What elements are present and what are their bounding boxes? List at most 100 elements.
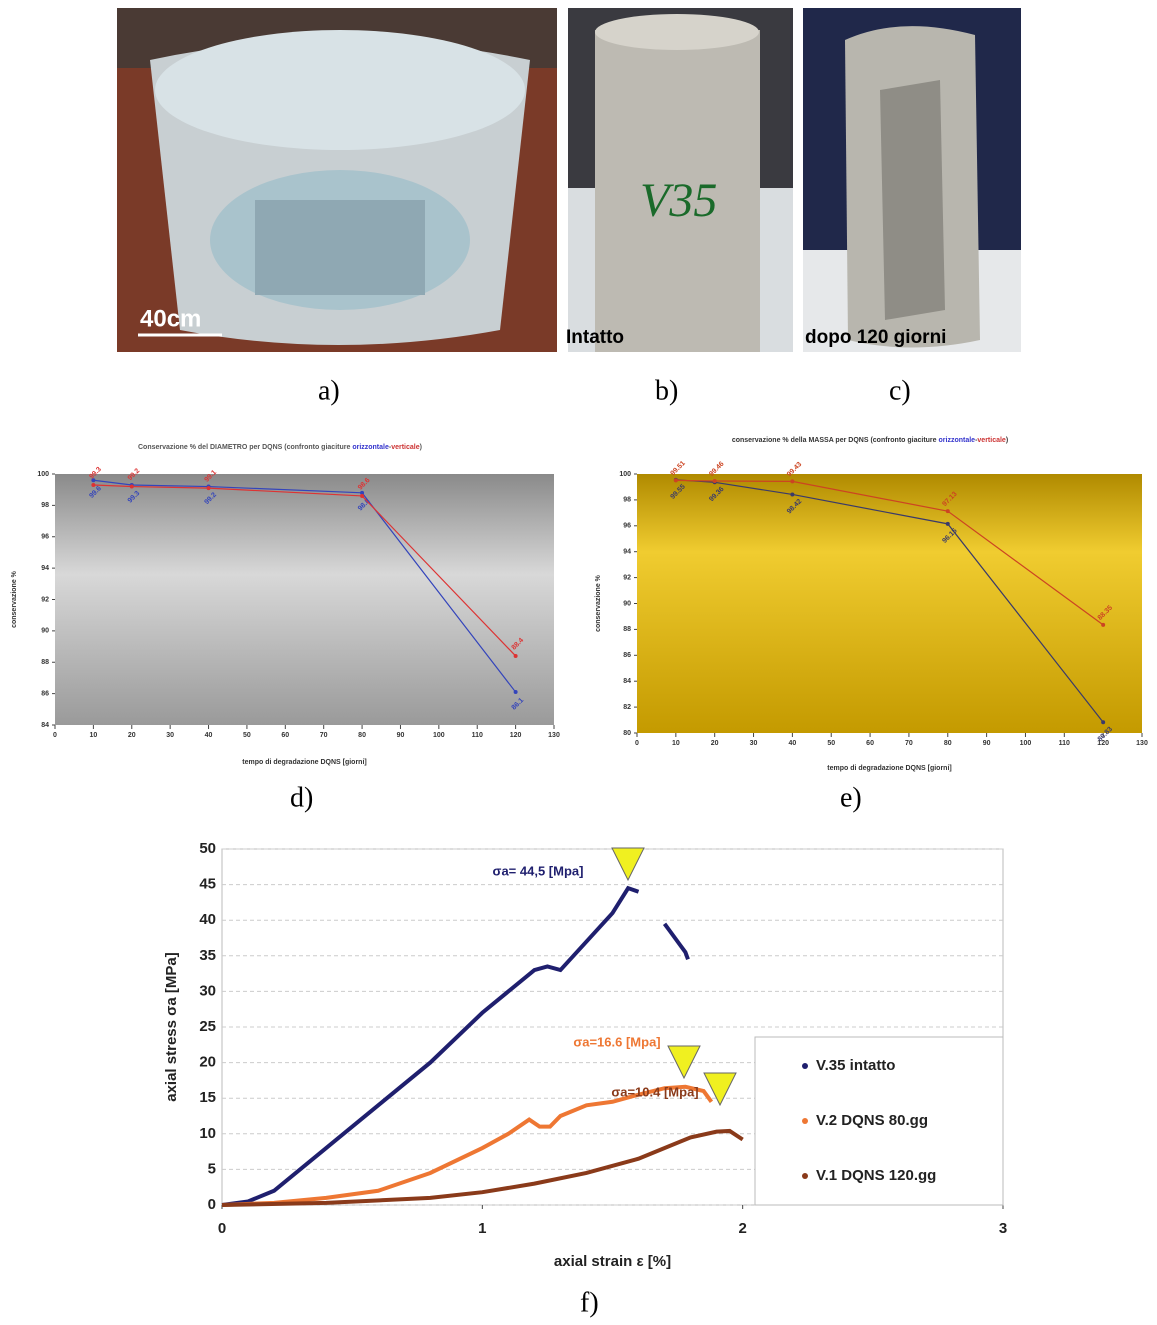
- y-tick-label: 86: [623, 652, 631, 659]
- title-part: orizzontale: [939, 437, 976, 444]
- title-part: ): [420, 444, 422, 451]
- x-tick-label: 30: [166, 732, 174, 739]
- panel-label: e): [840, 782, 862, 813]
- chart-title: conservazione % della MASSA per DQNS (co…: [732, 437, 1008, 444]
- y-tick-label: 15: [199, 1089, 216, 1106]
- y-tick-label: 88: [623, 626, 631, 633]
- y-axis-label: axial stress σa [MPa]: [163, 952, 180, 1102]
- y-tick-label: 92: [41, 596, 49, 603]
- x-tick-label: 110: [1059, 740, 1070, 747]
- x-tick-label: 70: [320, 732, 328, 739]
- plot-area: [55, 474, 554, 725]
- y-tick-label: 98: [623, 497, 631, 504]
- y-tick-label: 96: [41, 534, 49, 541]
- y-tick-label: 90: [41, 628, 49, 635]
- y-tick-label: 40: [199, 911, 216, 928]
- x-tick-label: 20: [711, 740, 719, 747]
- x-axis-label: axial strain ε [%]: [554, 1253, 671, 1270]
- y-tick-label: 5: [208, 1160, 216, 1177]
- title-part: conservazione % della MASSA per DQNS (co…: [732, 437, 939, 444]
- x-tick-label: 80: [358, 732, 366, 739]
- y-tick-label: 0: [208, 1196, 216, 1213]
- legend-label: V.35 intatto: [816, 1057, 895, 1074]
- y-tick-label: 82: [623, 704, 631, 711]
- x-tick-label: 2: [738, 1220, 746, 1237]
- y-tick-label: 94: [623, 549, 631, 556]
- degraded-label: dopo 120 giorni: [805, 327, 946, 348]
- y-tick-label: 35: [199, 947, 216, 964]
- figure: 40cm V35 Intatto dopo 120 giorni a) b) c…: [0, 0, 1157, 1320]
- y-tick-label: 96: [623, 523, 631, 530]
- y-tick-label: 92: [623, 574, 631, 581]
- chart-title: Conservazione % del DIAMETRO per DQNS (c…: [138, 444, 422, 451]
- photo-intact: V35 Intatto: [566, 8, 793, 352]
- panel-label: f): [580, 1287, 599, 1318]
- y-tick-label: 84: [623, 678, 631, 685]
- x-tick-label: 40: [788, 740, 796, 747]
- title-part: orizzontale: [352, 444, 389, 451]
- x-tick-label: 130: [548, 732, 560, 739]
- x-tick-label: 70: [905, 740, 913, 747]
- x-tick-label: 90: [397, 732, 405, 739]
- y-tick-label: 20: [199, 1054, 216, 1071]
- x-tick-label: 80: [944, 740, 952, 747]
- x-tick-label: 0: [53, 732, 57, 739]
- y-tick-label: 100: [619, 471, 631, 478]
- x-axis-label: tempo di degradazione DQNS [giorni]: [242, 759, 366, 766]
- specimen-mark: V35: [640, 174, 717, 227]
- x-tick-label: 3: [999, 1220, 1007, 1237]
- title-part: Conservazione % del DIAMETRO per DQNS (c…: [138, 444, 352, 451]
- intact-label: Intatto: [566, 327, 624, 348]
- title-part: verticale: [977, 437, 1006, 444]
- legend-label: V.1 DQNS 120.gg: [816, 1167, 936, 1184]
- y-axis-label: conservazione %: [11, 570, 18, 628]
- title-part: ): [1006, 437, 1008, 444]
- x-tick-label: 40: [205, 732, 213, 739]
- page: {"photos": {"scale_label": "40cm", "spec…: [0, 0, 1157, 1320]
- y-tick-label: 90: [623, 600, 631, 607]
- x-axis-label: tempo di degradazione DQNS [giorni]: [827, 765, 951, 772]
- y-tick-label: 86: [41, 690, 49, 697]
- x-tick-label: 100: [1020, 740, 1032, 747]
- y-tick-label: 25: [199, 1018, 216, 1035]
- panel-label: d): [290, 782, 313, 813]
- x-tick-label: 60: [866, 740, 874, 747]
- photo-tank: 40cm: [117, 8, 557, 352]
- y-tick-label: 10: [199, 1125, 216, 1142]
- x-tick-label: 20: [128, 732, 136, 739]
- x-tick-label: 1: [478, 1220, 486, 1237]
- y-tick-label: 30: [199, 982, 216, 999]
- x-tick-label: 0: [218, 1220, 226, 1237]
- x-tick-label: 60: [281, 732, 289, 739]
- panel-label: a): [318, 375, 340, 406]
- y-tick-label: 80: [623, 730, 631, 737]
- x-tick-label: 30: [750, 740, 758, 747]
- title-part: verticale: [391, 444, 420, 451]
- x-tick-label: 90: [983, 740, 991, 747]
- legend-marker: [802, 1063, 808, 1069]
- y-tick-label: 88: [41, 659, 49, 666]
- photo-degraded: dopo 120 giorni: [803, 8, 1021, 352]
- legend-marker: [802, 1173, 808, 1179]
- x-tick-label: 10: [89, 732, 97, 739]
- scale-label: 40cm: [140, 305, 201, 332]
- panel-label: c): [889, 375, 911, 406]
- annotation: σa=16.6 [Mpa]: [573, 1034, 660, 1049]
- x-tick-label: 100: [433, 732, 445, 739]
- x-tick-label: 0: [635, 740, 639, 747]
- y-tick-label: 98: [41, 502, 49, 509]
- x-tick-label: 110: [472, 732, 483, 739]
- y-axis-label: conservazione %: [595, 574, 602, 632]
- y-tick-label: 84: [41, 722, 49, 729]
- x-tick-label: 130: [1136, 740, 1148, 747]
- y-tick-label: 45: [199, 876, 216, 893]
- annotation: σa= 44,5 [Mpa]: [493, 863, 584, 878]
- x-tick-label: 120: [510, 732, 522, 739]
- x-tick-label: 50: [827, 740, 835, 747]
- y-tick-label: 50: [199, 840, 216, 857]
- y-tick-label: 94: [41, 565, 49, 572]
- panel-label: b): [655, 375, 678, 406]
- legend-marker: [802, 1118, 808, 1124]
- annotation: σa=10.4 [Mpa]: [611, 1084, 698, 1099]
- x-tick-label: 50: [243, 732, 251, 739]
